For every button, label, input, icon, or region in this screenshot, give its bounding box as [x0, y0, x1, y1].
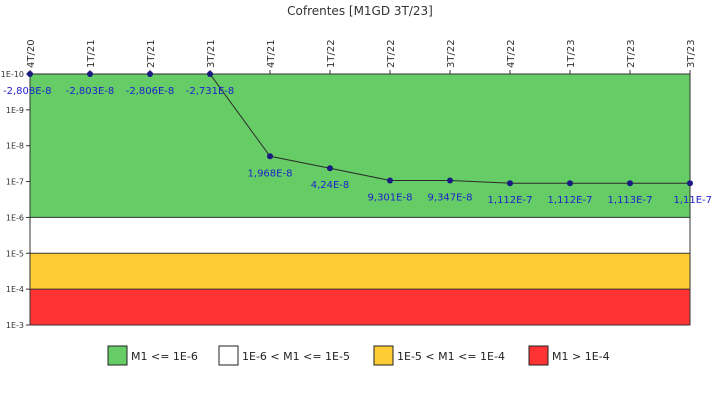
plot-border [29, 73, 691, 326]
data-label-8: 1,112E-7 [488, 195, 533, 206]
band-1 [30, 217, 690, 254]
data-point-5 [327, 165, 333, 172]
data-point-9 [567, 180, 573, 187]
legend-label-1: 1E-6 < M1 <= 1E-5 [242, 350, 350, 363]
band-0 [30, 74, 690, 218]
x-tick-label-0: 4T/20 [26, 39, 37, 68]
data-label-11: 1,11E-7 [673, 195, 712, 206]
data-point-0 [27, 71, 33, 77]
data-label-4: 1,968E-8 [248, 168, 293, 179]
data-point-3 [207, 71, 213, 77]
data-point-8 [507, 180, 513, 187]
risk-bands [30, 74, 690, 325]
x-tick-label-10: 2T/23 [626, 39, 637, 68]
data-label-1: -2,803E-8 [66, 86, 115, 97]
y-axis-ticks: 1E-10 1E-9 1E-8 1E-7 1E-6 1E-5 1E-4 1E-3 [1, 70, 30, 330]
legend-swatch-2 [373, 345, 394, 366]
series-line [30, 73, 691, 184]
data-label-3: -2,731E-8 [186, 86, 235, 97]
y-tick-label-0: 1E-10 [1, 70, 24, 79]
data-labels: -2,808E-8 -2,803E-8 -2,806E-8 -2,731E-8 1,96… [3, 86, 712, 206]
chart-title: Cofrentes [M1GD 3T/23] [287, 4, 433, 18]
band-3 [30, 289, 690, 325]
data-point-1 [87, 71, 93, 77]
data-point-2 [147, 71, 153, 77]
y-tick-label-6: 1E-4 [6, 285, 24, 294]
data-points [27, 71, 693, 187]
data-label-9: 1,112E-7 [548, 195, 593, 206]
y-tick-label-3: 1E-7 [6, 178, 24, 187]
data-label-0: -2,808E-8 [3, 86, 52, 97]
y-tick-label-4: 1E-6 [6, 213, 24, 222]
legend-label-3: M1 > 1E-4 [552, 350, 610, 363]
data-label-10: 1,113E-7 [608, 195, 653, 206]
data-point-4 [267, 153, 273, 160]
x-tick-label-4: 4T/21 [266, 39, 277, 68]
legend: M1 <= 1E-6 1E-6 < M1 <= 1E-5 1E-5 < M1 <= … [107, 345, 610, 366]
legend-swatch-3 [528, 345, 549, 366]
x-tick-label-3: 3T/21 [206, 39, 217, 68]
x-tick-label-9: 1T/23 [566, 39, 577, 68]
y-tick-label-2: 1E-8 [6, 142, 24, 151]
data-point-7 [447, 177, 453, 184]
x-axis-ticks: 4T/20 1T/21 2T/21 3T/21 4T/21 1T/22 2T/22 3T/22… [26, 39, 697, 74]
legend-label-0: M1 <= 1E-6 [131, 350, 198, 363]
y-tick-label-7: 1E-3 [6, 321, 24, 330]
x-tick-label-8: 4T/22 [506, 39, 517, 68]
x-tick-label-1: 1T/21 [86, 39, 97, 68]
x-tick-label-2: 2T/21 [146, 39, 157, 68]
plot-frame [29, 73, 691, 326]
legend-swatch-1 [218, 345, 239, 366]
x-tick-label-5: 1T/22 [326, 39, 337, 68]
band-2 [30, 253, 690, 290]
x-tick-label-11: 3T/23 [686, 39, 697, 68]
y-tick-label-1: 1E-9 [6, 106, 24, 115]
legend-label-2: 1E-5 < M1 <= 1E-4 [397, 350, 505, 363]
data-label-7: 9,347E-8 [428, 193, 473, 204]
data-point-6 [387, 177, 393, 184]
series-polyline [30, 73, 691, 184]
y-tick-label-5: 1E-5 [6, 249, 24, 258]
data-label-5: 4,24E-8 [311, 180, 350, 191]
data-label-2: -2,806E-8 [126, 86, 175, 97]
x-tick-label-6: 2T/22 [386, 39, 397, 68]
legend-swatch-0 [107, 345, 128, 366]
x-tick-label-7: 3T/22 [446, 39, 457, 68]
data-point-10 [627, 180, 633, 187]
data-label-6: 9,301E-8 [368, 192, 413, 203]
data-point-11 [687, 180, 693, 187]
